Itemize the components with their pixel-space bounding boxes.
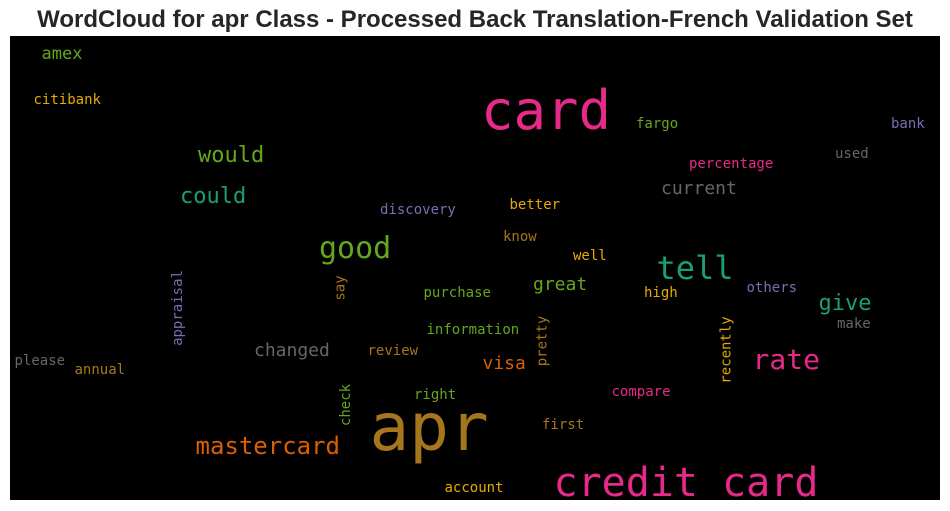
word-tell: tell — [656, 249, 734, 287]
word-right: right — [414, 387, 457, 403]
word-compare: compare — [611, 384, 671, 400]
word-could: could — [180, 184, 247, 209]
word-first: first — [542, 417, 585, 433]
word-better: better — [509, 197, 561, 213]
word-appraisal: appraisal — [169, 270, 186, 346]
word-account: account — [444, 480, 504, 496]
word-know: know — [503, 229, 537, 245]
word-discovery: discovery — [380, 202, 456, 218]
word-apr: apr — [369, 389, 489, 466]
word-card: card — [481, 79, 612, 142]
word-fargo: fargo — [636, 116, 679, 132]
word-pretty: pretty — [533, 315, 550, 367]
word-recently: recently — [718, 316, 735, 384]
word-purchase: purchase — [423, 285, 491, 301]
word-others: others — [746, 280, 798, 296]
word-mastercard: mastercard — [195, 432, 341, 460]
word-amex: amex — [41, 43, 83, 64]
chart-title: WordCloud for apr Class - Processed Back… — [37, 6, 913, 33]
word-say: say — [332, 275, 349, 301]
word-would: would — [198, 143, 265, 168]
word-bank: bank — [891, 116, 925, 132]
word-changed: changed — [254, 340, 330, 361]
word-credit-card: credit card — [553, 460, 819, 500]
word-information: information — [426, 322, 520, 338]
word-annual: annual — [74, 362, 126, 378]
word-check: check — [338, 383, 355, 427]
word-good: good — [319, 231, 392, 266]
word-make: make — [837, 316, 871, 332]
word-rate: rate — [752, 343, 820, 376]
wordcloud-canvas: apr card credit card tell good rate mastercard… — [10, 36, 940, 500]
word-well: well — [573, 248, 607, 264]
word-please: please — [14, 353, 66, 369]
word-visa: visa — [482, 353, 526, 374]
word-percentage: percentage — [689, 156, 774, 172]
word-give: give — [818, 291, 872, 316]
word-review: review — [367, 343, 419, 359]
word-citibank: citibank — [33, 92, 101, 108]
word-used: used — [835, 146, 869, 162]
word-high: high — [644, 285, 678, 301]
word-great: great — [533, 274, 588, 295]
word-current: current — [661, 178, 737, 199]
